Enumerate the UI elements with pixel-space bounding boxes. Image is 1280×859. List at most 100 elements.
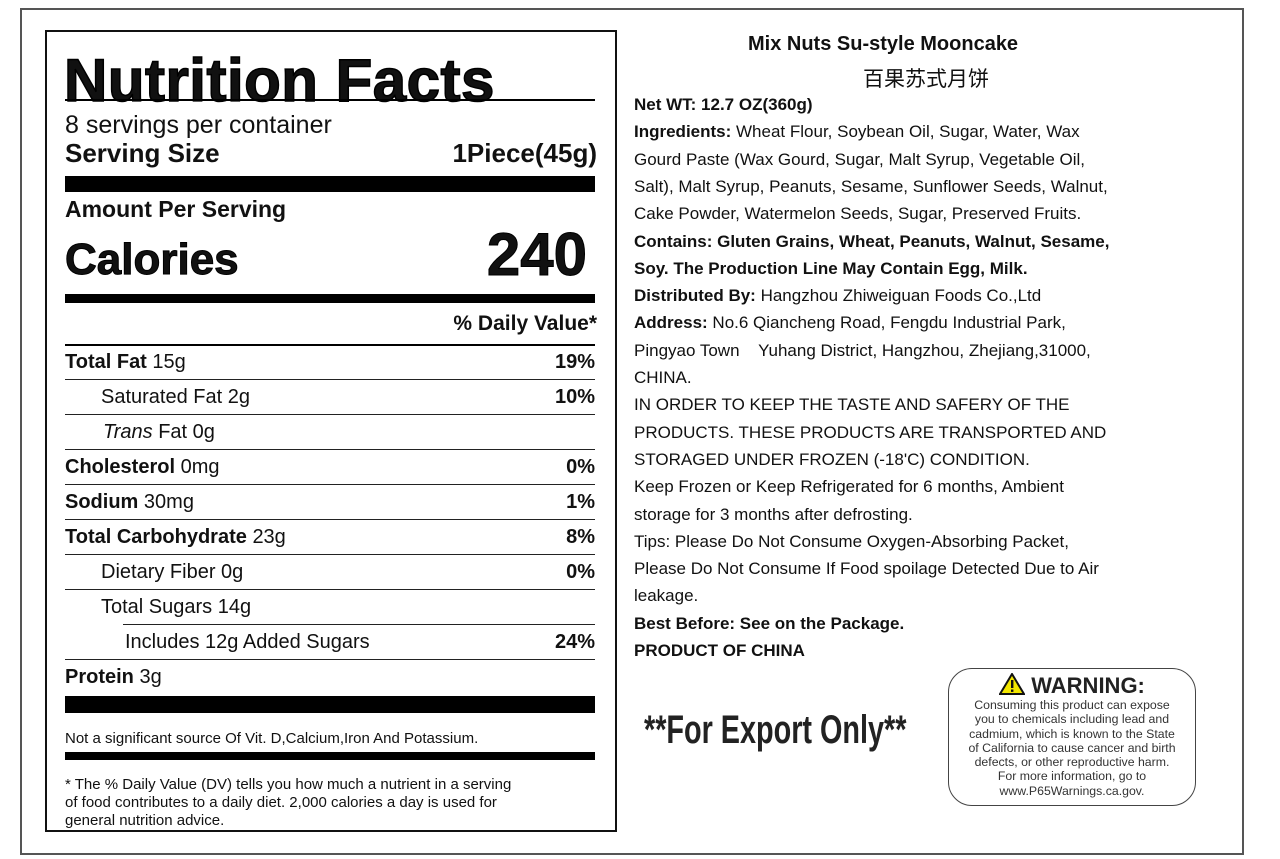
- detail-line: PRODUCT OF CHINA: [634, 637, 805, 664]
- amount-per-serving: Amount Per Serving: [65, 196, 287, 222]
- detail-text: Cake Powder, Watermelon Seeds, Sugar, Pr…: [634, 204, 1082, 224]
- nutrient-amount: Fat 0g: [158, 421, 215, 443]
- detail-text: No.6 Qiancheng Road, Fengdu Industrial P…: [712, 313, 1066, 333]
- nutrient-row-trans-fat: Trans Fat 0g: [65, 415, 595, 450]
- nutrient-label: Sodium: [65, 491, 139, 513]
- detail-line: Cake Powder, Watermelon Seeds, Sugar, Pr…: [634, 200, 1081, 227]
- detail-label: Address:: [634, 313, 713, 333]
- detail-label: Distributed By:: [634, 286, 761, 306]
- footnote-line: of food contributes to a daily diet. 2,0…: [65, 794, 497, 811]
- detail-line: Gourd Paste (Wax Gourd, Sugar, Malt Syru…: [634, 146, 1085, 173]
- nutrient-row-total-fat: Total Fat 15g 19%: [65, 345, 595, 380]
- nutrient-amount: 0g: [221, 561, 244, 583]
- nutrient-label: Trans: [103, 421, 153, 443]
- thick-divider: [65, 176, 595, 192]
- detail-text: CHINA.: [634, 368, 692, 387]
- detail-line: IN ORDER TO KEEP THE TASTE AND SAFERY OF…: [634, 391, 1070, 418]
- divider: [65, 99, 595, 101]
- detail-line: storage for 3 months after defrosting.: [634, 501, 913, 528]
- nutrient-pct: 24%: [554, 631, 595, 653]
- warning-line: Consuming this product can expose: [974, 698, 1170, 712]
- warning-line: For more information, go to: [997, 769, 1147, 784]
- nutrient-row-total-carbohydrate: Total Carbohydrate 23g 8%: [65, 520, 595, 555]
- detail-text: STORAGED UNDER FROZEN (-18'C) CONDITION.: [634, 449, 1030, 469]
- warning-line: www.P65Warnings.ca.gov.: [999, 783, 1145, 798]
- detail-line: STORAGED UNDER FROZEN (-18'C) CONDITION.: [634, 446, 1030, 473]
- detail-text: Salt), Malt Syrup, Peanuts, Sesame, Sunf…: [634, 176, 1108, 196]
- footnote-line: general nutrition advice.: [65, 812, 225, 829]
- detail-text: PRODUCTS. THESE PRODUCTS ARE TRANSPORTED…: [634, 422, 1107, 442]
- detail-line: Contains: Gluten Grains, Wheat, Peanuts,…: [634, 228, 1109, 255]
- detail-text: Gourd Paste (Wax Gourd, Sugar, Malt Syru…: [634, 149, 1086, 169]
- nutrient-label: Total Carbohydrate: [65, 526, 247, 548]
- warning-title: WARNING:: [1031, 673, 1145, 698]
- detail-line: Address: No.6 Qiancheng Road, Fengdu Ind…: [634, 309, 1066, 336]
- daily-value-header: % Daily Value*: [453, 312, 597, 335]
- prop65-warning-box: WARNING: Consuming this product can expo…: [948, 668, 1196, 806]
- detail-line: Please Do Not Consume If Food spoilage D…: [634, 555, 1099, 582]
- detail-line: Keep Frozen or Keep Refrigerated for 6 m…: [634, 473, 1064, 500]
- detail-text: storage for 3 months after defrosting.: [634, 504, 913, 524]
- thick-divider: [65, 696, 595, 713]
- nutrient-label: Protein: [65, 666, 134, 688]
- detail-label: Ingredients:: [634, 122, 737, 142]
- detail-line: CHINA.: [634, 364, 692, 391]
- nutrient-pct: 1%: [566, 491, 595, 513]
- detail-label: Best Before: See on the Package.: [634, 613, 905, 633]
- nutrient-amount: 30mg: [143, 491, 194, 513]
- serving-size-label: Serving Size: [65, 138, 220, 168]
- detail-label: Soy. The Production Line May Contain Egg…: [634, 258, 1028, 278]
- nutrient-row-protein: Protein 3g: [65, 660, 595, 695]
- nutrient-amount: 2g: [227, 386, 250, 408]
- product-name: Mix Nuts Su-style Mooncake: [748, 33, 1019, 55]
- footnote-line: * The % Daily Value (DV) tells you how m…: [65, 776, 512, 793]
- nutrient-label: Saturated Fat: [101, 386, 223, 408]
- detail-line: Distributed By: Hangzhou Zhiweiguan Food…: [634, 282, 1041, 309]
- nutrient-amount: 15g: [152, 351, 186, 373]
- nutrient-row-sodium: Sodium 30mg 1%: [65, 485, 595, 520]
- nutrient-amount: 3g: [139, 666, 162, 688]
- warning-triangle-icon: [998, 672, 1026, 695]
- nutrient-amount: 23g: [252, 526, 286, 548]
- nutrient-row-saturated-fat: Saturated Fat 2g 10%: [65, 380, 595, 415]
- daily-value-footnote: * The % Daily Value (DV) tells you how m…: [65, 776, 511, 830]
- warning-line: defects, or other reproductive harm.: [974, 755, 1170, 770]
- export-only-label: **For Export Only**: [644, 708, 907, 752]
- detail-text: Hangzhou Zhiweiguan Foods Co.,Ltd: [760, 286, 1042, 306]
- detail-text: Pingyao Town Yuhang District, Hangzhou, …: [634, 340, 1091, 360]
- detail-text: Tips: Please Do Not Consume Oxygen-Absor…: [634, 531, 1069, 551]
- detail-line: Tips: Please Do Not Consume Oxygen-Absor…: [634, 528, 1069, 555]
- outer-border: [20, 8, 1244, 855]
- warning-line: cadmium, which is known to the State: [969, 726, 1175, 741]
- detail-text: Keep Frozen or Keep Refrigerated for 6 m…: [634, 477, 1064, 497]
- detail-label: Net WT: 12.7 OZ(360g): [634, 95, 813, 114]
- nutrient-pct: 0%: [566, 456, 595, 478]
- product-name-chinese: 百果苏式月饼: [863, 67, 989, 91]
- nutrition-facts-panel: Nutrition Facts 8 servings per container…: [45, 30, 617, 832]
- detail-line: Best Before: See on the Package.: [634, 610, 904, 637]
- nutrient-amount: 14g: [217, 596, 252, 618]
- detail-line: Net WT: 12.7 OZ(360g): [634, 91, 813, 118]
- detail-line: leakage.: [634, 582, 698, 609]
- calories-value: 240: [486, 221, 587, 289]
- warning-line: of California to cause cancer and birth: [968, 740, 1176, 755]
- medium-divider: [65, 752, 595, 760]
- detail-label: PRODUCT OF CHINA: [634, 641, 805, 660]
- nutrient-label: Includes 12g Added Sugars: [125, 631, 370, 653]
- detail-line: Salt), Malt Syrup, Peanuts, Sesame, Sunf…: [634, 173, 1108, 200]
- nutrient-row-dietary-fiber: Dietary Fiber 0g 0%: [65, 555, 595, 590]
- nutrient-row-total-sugars: Total Sugars 14g: [65, 590, 595, 625]
- nutrition-title: Nutrition Facts: [63, 46, 495, 115]
- serving-size-value: 1Piece(45g): [452, 138, 597, 168]
- detail-text: Wheat Flour, Soybean Oil, Sugar, Water, …: [736, 122, 1080, 142]
- not-significant-note: Not a significant source Of Vit. D,Calci…: [65, 730, 479, 747]
- detail-text: Please Do Not Consume If Food spoilage D…: [634, 559, 1099, 579]
- nutrient-pct: 19%: [554, 351, 595, 373]
- detail-line: Soy. The Production Line May Contain Egg…: [634, 255, 1028, 282]
- detail-text: IN ORDER TO KEEP THE TASTE AND SAFERY OF…: [634, 395, 1070, 415]
- nutrient-label: Dietary Fiber: [101, 561, 216, 583]
- nutrient-label: Total Fat: [65, 351, 147, 373]
- detail-line: Ingredients: Wheat Flour, Soybean Oil, S…: [634, 118, 1080, 145]
- nutrient-pct: 8%: [566, 526, 595, 548]
